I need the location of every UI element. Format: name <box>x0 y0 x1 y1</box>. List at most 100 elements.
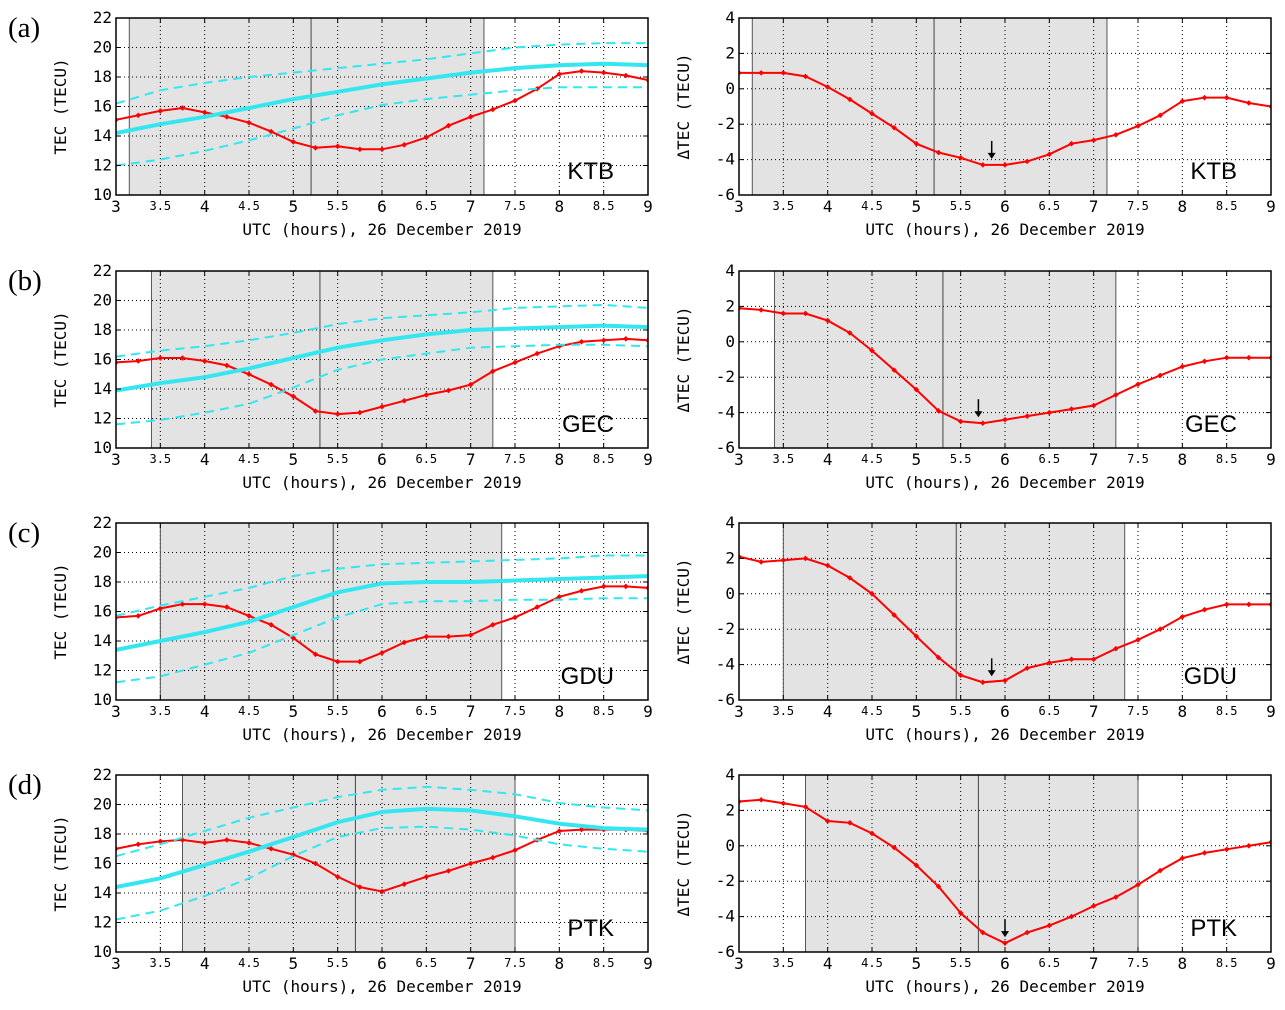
tec-point <box>357 146 363 153</box>
y-tick-label: 2 <box>725 548 735 567</box>
x-tick-label: 4.5 <box>238 199 260 213</box>
x-tick-label: 5.5 <box>950 199 972 213</box>
y-tick-label: 4 <box>725 765 735 784</box>
y-tick-label: 22 <box>93 8 112 27</box>
tec-point <box>1157 372 1163 379</box>
x-tick-label: 6.5 <box>415 199 437 213</box>
x-tick-label: 6 <box>377 450 387 469</box>
x-tick-label: 3 <box>734 197 744 216</box>
tec-point <box>334 873 341 880</box>
tec-point <box>290 139 297 145</box>
x-tick-label: 7.5 <box>504 956 526 970</box>
tec-point <box>312 145 319 151</box>
tec-point <box>1046 922 1053 929</box>
panel-letter: (d) <box>8 769 42 801</box>
tec-point <box>869 110 875 117</box>
y-axis-label: TEC (TECU) <box>51 58 70 154</box>
x-tick-label: 8 <box>555 197 565 216</box>
y-tick-label: 10 <box>93 438 112 457</box>
tec-point <box>1246 601 1252 608</box>
minimum-arrow-head <box>1001 931 1009 938</box>
tec-point <box>935 408 942 414</box>
x-tick-label: 4 <box>823 197 833 216</box>
x-tick-label: 4.5 <box>861 956 883 970</box>
x-tick-label: 5.5 <box>327 956 349 970</box>
x-tick-label: 6.5 <box>415 704 437 718</box>
y-tick-label: 0 <box>725 836 735 855</box>
tec-point <box>578 68 585 74</box>
x-axis-label: UTC (hours), 26 December 2019 <box>865 725 1144 744</box>
tec-point <box>1179 614 1186 620</box>
x-tick-label: 3.5 <box>149 956 171 970</box>
tec-point <box>1113 132 1119 138</box>
shaded-interval <box>805 775 1138 952</box>
tec-point <box>1068 656 1075 663</box>
tec-point <box>847 575 853 581</box>
x-tick-label: 5.5 <box>327 704 349 718</box>
series-group <box>739 70 1271 168</box>
minimum-arrow-head <box>987 670 996 677</box>
y-tick-label: 14 <box>93 126 112 145</box>
tec-point <box>1113 392 1119 398</box>
x-tick-label: 8.5 <box>593 199 615 213</box>
tec-point <box>758 796 764 803</box>
x-tick-label: 8.5 <box>593 956 615 970</box>
tec-point <box>869 830 875 837</box>
x-axis-label: UTC (hours), 26 December 2019 <box>242 725 521 744</box>
x-tick-label: 6 <box>1000 702 1010 721</box>
tec-point <box>534 604 540 610</box>
x-tick-label: 5 <box>289 954 299 973</box>
y-tick-label: 14 <box>93 883 112 902</box>
tec-point <box>467 632 474 638</box>
tec-point <box>578 339 585 345</box>
tec-point <box>490 854 496 861</box>
tec-point <box>847 330 853 336</box>
tec-point <box>135 112 141 119</box>
lower-bound-line <box>116 86 648 167</box>
station-label: KTB <box>567 158 614 185</box>
x-tick-label: 3 <box>734 450 744 469</box>
x-tick-label: 7.5 <box>1127 956 1149 970</box>
tec-point <box>401 142 407 148</box>
x-tick-label: 6 <box>1000 954 1010 973</box>
tec-point <box>445 868 452 874</box>
tec-point <box>1090 402 1097 409</box>
tec-point <box>578 588 585 594</box>
tec-point <box>957 672 964 679</box>
y-tick-label: 18 <box>93 572 112 591</box>
x-tick-label: 6.5 <box>1038 704 1060 718</box>
tec-point <box>445 387 452 394</box>
tec-point <box>1002 416 1008 423</box>
tec-point <box>891 844 897 851</box>
y-tick-label: 4 <box>725 261 735 280</box>
x-tick-label: 4.5 <box>238 452 260 466</box>
tec-point <box>224 837 230 843</box>
tec-point <box>157 108 164 114</box>
tec-point <box>980 420 986 427</box>
tec-point <box>623 336 629 342</box>
tec-point <box>357 884 363 890</box>
x-tick-label: 5.5 <box>950 704 972 718</box>
y-axis-label: ΔTEC (TECU) <box>674 811 693 917</box>
tec-point <box>1179 98 1186 104</box>
tec-point <box>935 654 942 661</box>
panel-2-left: 3 3.5 4 4.5 5 5.5 6 6.5 7 7.5 8 8.5 9 10 12 14 16 18 20 22 U… <box>8 513 653 744</box>
tec-point <box>891 124 897 131</box>
tec-point <box>246 613 252 619</box>
x-tick-label: 7 <box>466 954 476 973</box>
y-tick-label: 2 <box>725 43 735 62</box>
x-axis-label: UTC (hours), 26 December 2019 <box>242 977 521 996</box>
station-label: GDU <box>561 663 614 690</box>
tec-point <box>758 307 764 313</box>
y-tick-label: 18 <box>93 320 112 339</box>
x-tick-label: 4 <box>200 954 210 973</box>
x-tick-label: 3.5 <box>149 452 171 466</box>
tec-point <box>935 149 942 156</box>
tec-point <box>1046 409 1053 416</box>
tec-point <box>334 411 341 417</box>
x-tick-label: 7 <box>1089 954 1099 973</box>
x-tick-label: 7.5 <box>504 704 526 718</box>
panel-letter: (c) <box>8 517 40 549</box>
minimum-arrow-head <box>974 411 983 418</box>
median-line <box>116 574 648 652</box>
